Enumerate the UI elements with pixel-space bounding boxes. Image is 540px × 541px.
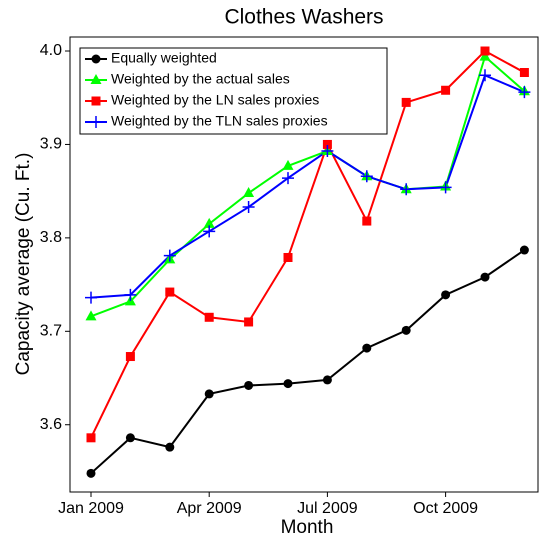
marker bbox=[321, 144, 334, 157]
series-line bbox=[90, 49, 525, 439]
marker bbox=[203, 225, 216, 238]
marker bbox=[91, 54, 101, 64]
marker bbox=[244, 380, 254, 390]
marker bbox=[283, 379, 293, 389]
legend-label: Weighted by the LN sales proxies bbox=[111, 92, 319, 108]
legend-label: Weighted by the actual sales bbox=[111, 71, 290, 87]
marker bbox=[322, 139, 332, 149]
y-tick-label: 3.9 bbox=[40, 136, 62, 153]
x-axis-title: Month bbox=[281, 517, 334, 538]
plot-frame bbox=[69, 36, 539, 493]
legend-label: Weighted by the TLN sales proxies bbox=[111, 113, 328, 129]
y-tick-label: 3.7 bbox=[40, 323, 62, 340]
marker bbox=[125, 352, 135, 362]
marker bbox=[125, 433, 135, 443]
marker bbox=[204, 312, 214, 322]
legend-box bbox=[79, 47, 388, 135]
marker bbox=[480, 272, 490, 282]
marker bbox=[283, 252, 293, 262]
marker bbox=[519, 68, 529, 78]
y-tick-label: 4.0 bbox=[40, 42, 62, 59]
marker bbox=[519, 245, 529, 255]
marker bbox=[203, 217, 215, 228]
marker bbox=[362, 216, 372, 226]
marker bbox=[282, 172, 294, 185]
marker bbox=[401, 97, 411, 107]
x-tick-label: Oct 2009 bbox=[413, 500, 478, 517]
marker bbox=[362, 343, 372, 353]
series-line bbox=[90, 54, 526, 318]
marker bbox=[439, 181, 452, 194]
marker bbox=[90, 74, 102, 84]
marker bbox=[479, 69, 491, 82]
marker bbox=[400, 183, 413, 196]
marker bbox=[322, 375, 332, 385]
marker bbox=[441, 290, 451, 300]
chart-title: Clothes Washers bbox=[224, 6, 383, 29]
marker bbox=[401, 325, 411, 335]
marker bbox=[85, 291, 97, 304]
marker bbox=[86, 433, 96, 443]
marker bbox=[360, 170, 373, 183]
marker bbox=[91, 96, 101, 106]
marker bbox=[86, 468, 96, 478]
marker bbox=[441, 85, 451, 95]
legend: Equally weighted Weighted by the actual s… bbox=[79, 47, 388, 135]
marker bbox=[243, 187, 255, 198]
marker bbox=[480, 46, 490, 56]
marker bbox=[85, 310, 97, 321]
y-tick-label: 3.6 bbox=[40, 416, 62, 433]
marker bbox=[204, 389, 214, 399]
x-tick-label: Apr 2009 bbox=[177, 500, 242, 517]
marker bbox=[479, 50, 491, 61]
x-tick-label: Jan 2009 bbox=[58, 500, 124, 517]
marker bbox=[244, 317, 254, 327]
marker bbox=[124, 288, 137, 301]
marker bbox=[165, 442, 175, 452]
x-tick-label: Jul 2009 bbox=[297, 500, 358, 517]
series-line bbox=[90, 249, 525, 475]
marker bbox=[518, 86, 531, 99]
y-axis-title: Capacity average (Cu. Ft.) bbox=[13, 153, 34, 376]
marker bbox=[165, 287, 175, 297]
marker bbox=[90, 116, 102, 128]
y-tick-label: 3.8 bbox=[40, 229, 62, 246]
marker bbox=[163, 249, 176, 262]
legend-label: Equally weighted bbox=[111, 50, 217, 66]
series-line bbox=[90, 73, 525, 299]
marker bbox=[282, 159, 294, 170]
marker bbox=[242, 201, 255, 214]
